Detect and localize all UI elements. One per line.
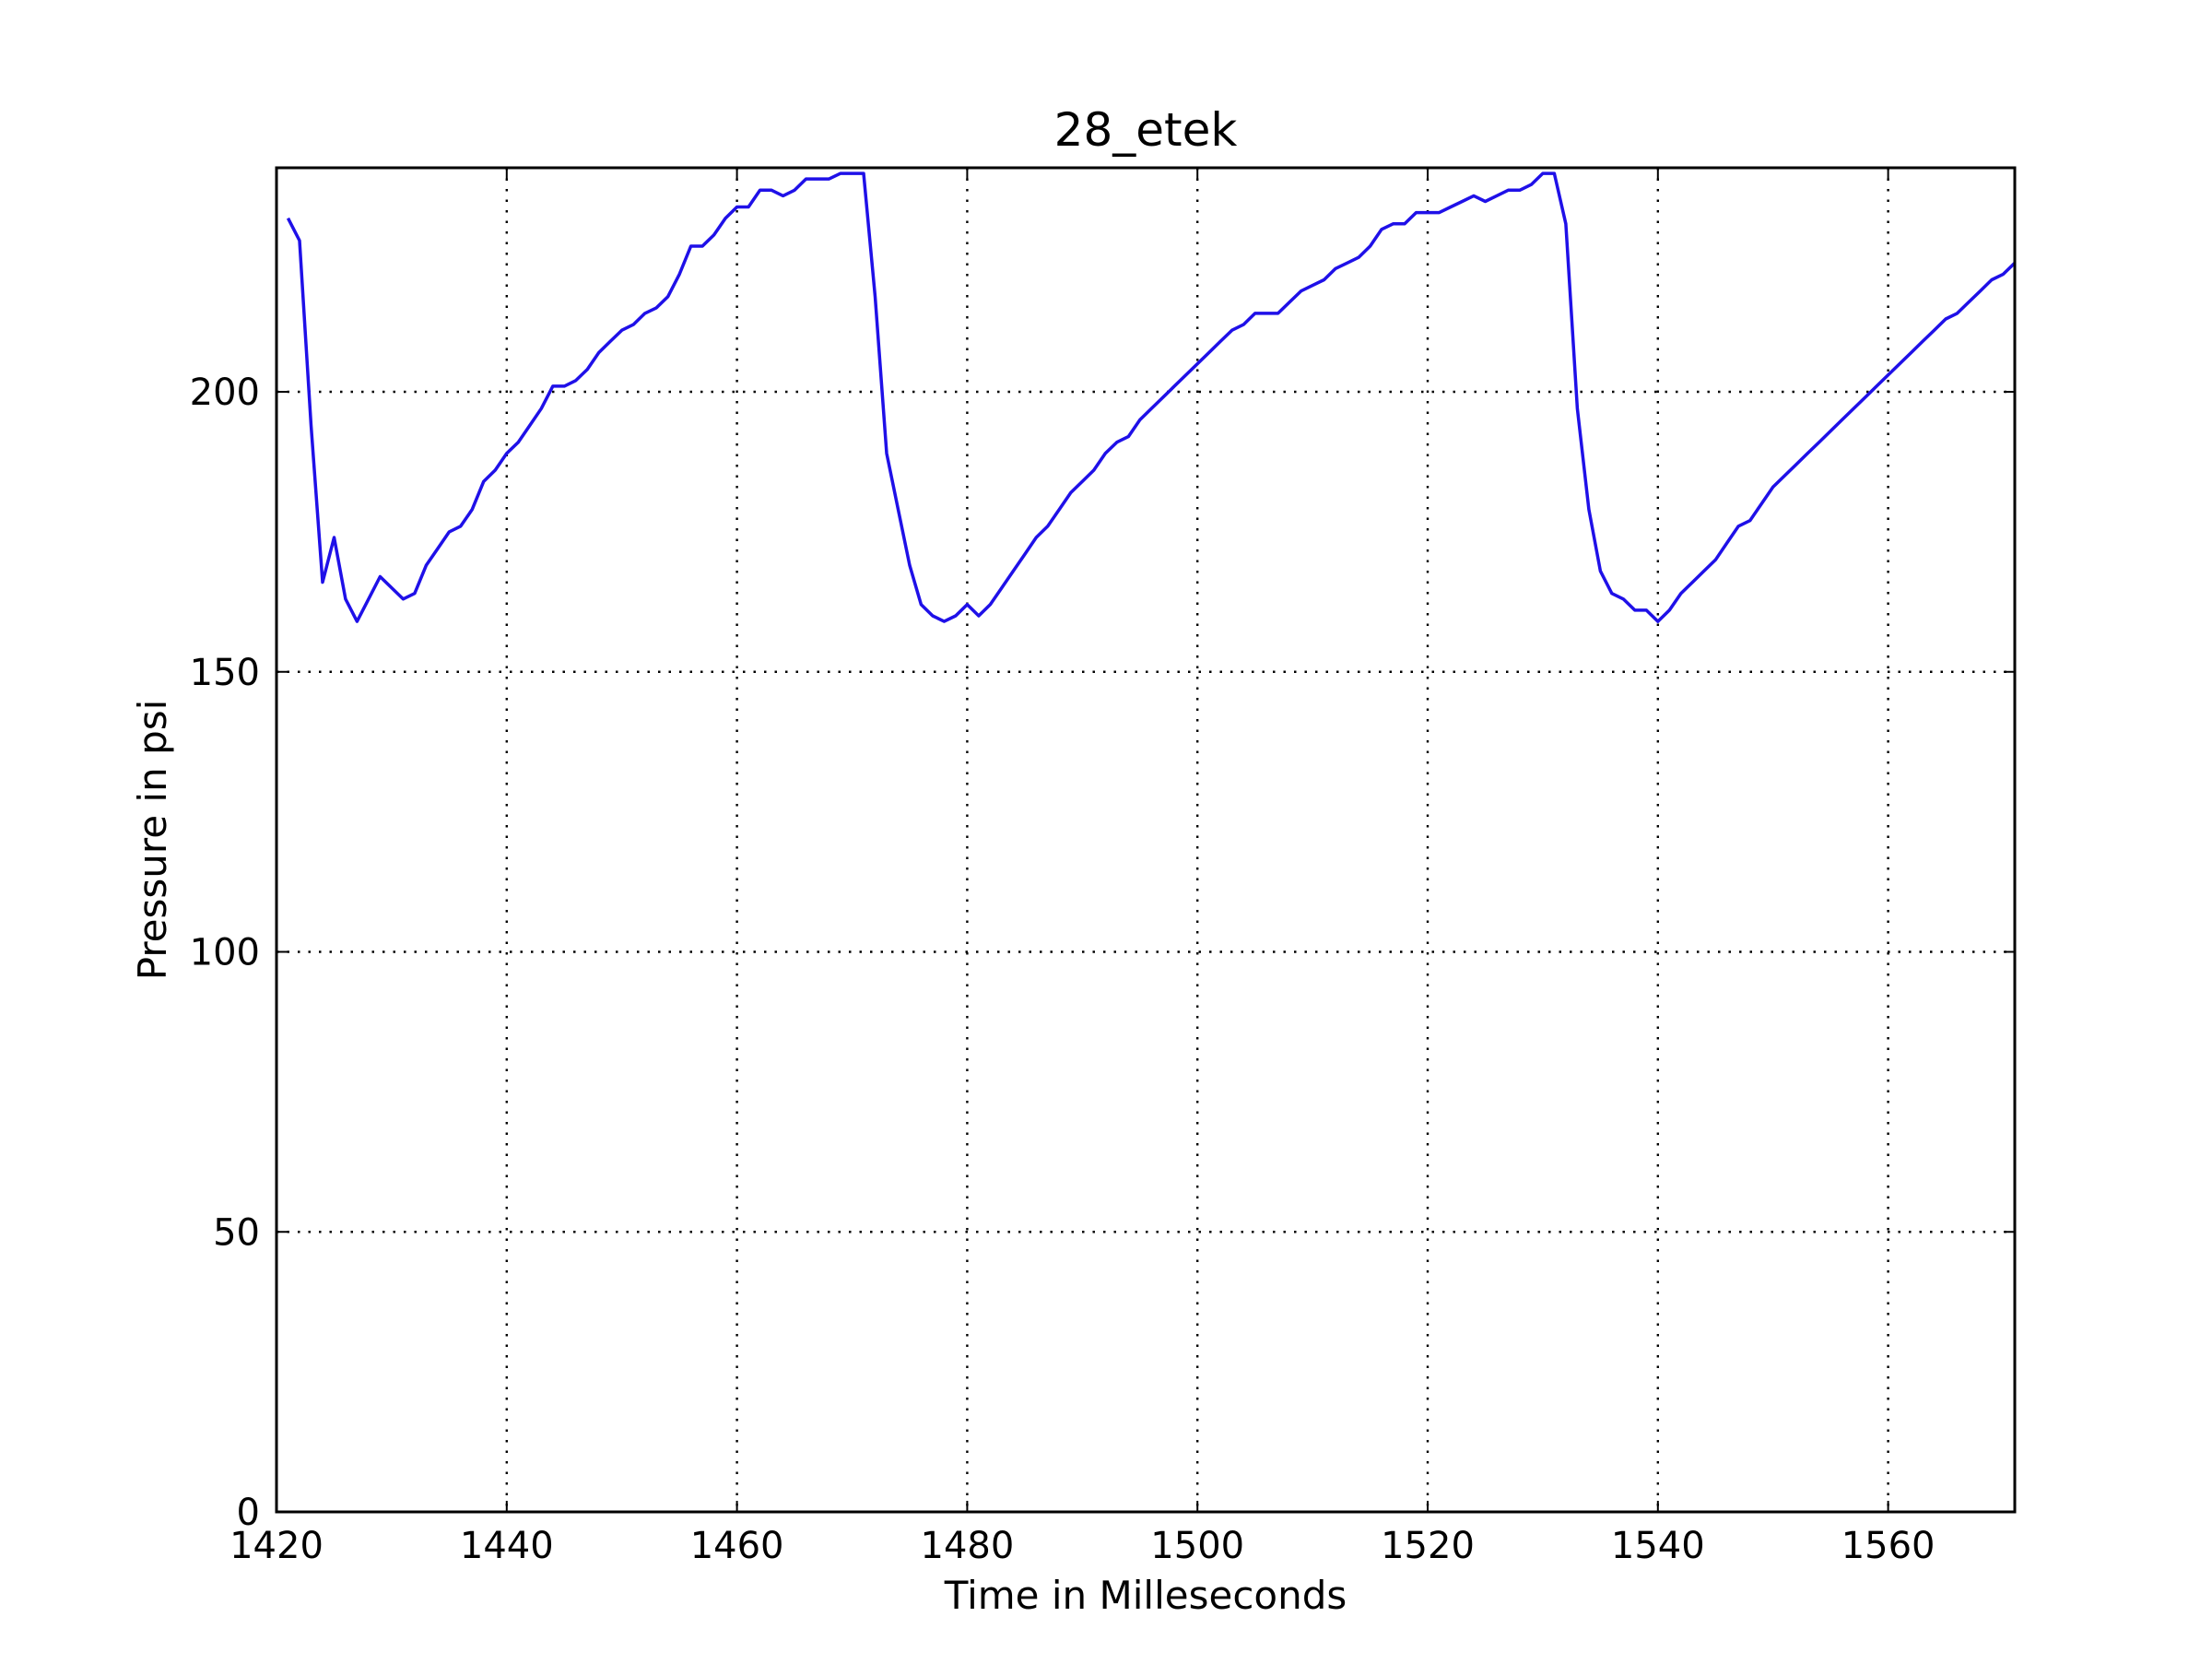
x-tick-label: 1460 — [690, 1525, 784, 1567]
x-tick-label: 1540 — [1611, 1525, 1705, 1567]
plot-frame — [275, 166, 2017, 1514]
x-tick-label: 1440 — [460, 1525, 554, 1567]
x-tick-label: 1420 — [229, 1525, 324, 1567]
y-tick-label: 100 — [190, 932, 260, 974]
x-tick-label: 1480 — [921, 1525, 1015, 1567]
series-layer — [286, 171, 2017, 623]
axis-ticks: 1420 1440 1460 1480 1500 1520 1540 1560 0 50 100 15… — [190, 168, 2015, 1567]
x-tick-label: 1500 — [1150, 1525, 1244, 1567]
y-tick-label: 0 — [237, 1492, 260, 1534]
chart-title: 28_etek — [1054, 103, 1238, 157]
y-tick-label: 150 — [190, 652, 260, 694]
x-axis-label: Time in Milleseconds — [944, 1573, 1347, 1618]
series-line — [286, 171, 2017, 623]
y-axis-label: Pressure in psi — [130, 700, 175, 981]
x-tick-label: 1560 — [1841, 1525, 1936, 1567]
y-tick-label: 50 — [213, 1211, 260, 1254]
grid — [276, 168, 2015, 1512]
y-tick-label: 200 — [190, 372, 260, 414]
x-tick-label: 1520 — [1381, 1525, 1475, 1567]
